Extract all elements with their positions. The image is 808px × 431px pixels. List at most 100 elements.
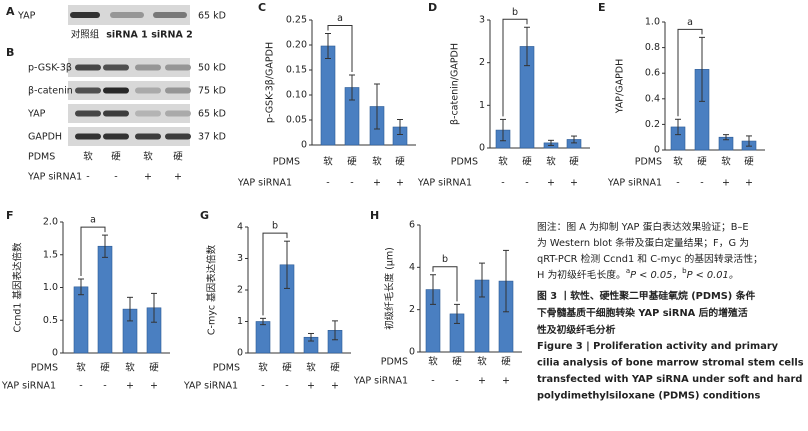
condition: - bbox=[455, 376, 458, 387]
x-tick-label: 软 bbox=[372, 156, 382, 168]
x-tick-label: 硬 bbox=[282, 363, 292, 374]
row-label: YAP siRNA1 bbox=[237, 178, 292, 189]
row-label: YAP siRNA1 bbox=[183, 381, 238, 392]
band bbox=[135, 110, 161, 117]
error-bar bbox=[325, 33, 331, 59]
significance-bracket bbox=[80, 226, 106, 276]
blot-label: p-GSK-3β bbox=[28, 63, 72, 74]
condition: + bbox=[502, 376, 510, 387]
band bbox=[165, 64, 191, 71]
x-tick-label: 软 bbox=[721, 156, 731, 168]
x-tick-label: 硬 bbox=[697, 157, 707, 168]
caption-title: 性及初级纤毛分析 bbox=[537, 323, 616, 336]
caption-part: H 为初级纤毛长度。 bbox=[537, 268, 626, 281]
y-tick-label: 0 bbox=[237, 348, 243, 359]
condition: + bbox=[331, 381, 339, 392]
y-tick-label: 0 bbox=[409, 347, 415, 358]
x-tick-label: 硬 bbox=[347, 157, 357, 168]
y-tick-label: 0.4 bbox=[645, 93, 660, 104]
significance-bracket bbox=[262, 232, 288, 316]
error-bar bbox=[102, 234, 108, 258]
band bbox=[75, 133, 101, 140]
x-tick-label: 软 bbox=[306, 362, 316, 374]
condition: + bbox=[722, 178, 730, 189]
error-bar bbox=[308, 332, 314, 342]
condition: - bbox=[700, 178, 703, 189]
panel-letter: H bbox=[370, 209, 379, 222]
band bbox=[165, 133, 191, 140]
row-label: PDMS bbox=[451, 157, 478, 168]
condition: 软 bbox=[143, 151, 153, 163]
y-tick-label: 0.6 bbox=[645, 68, 660, 79]
row-label: YAP siRNA1 bbox=[607, 178, 662, 189]
blot-size: 75 kD bbox=[198, 86, 226, 97]
panel-letter: F bbox=[6, 209, 14, 222]
x-tick-label: 硬 bbox=[522, 157, 532, 168]
x-tick-label: 软 bbox=[673, 156, 683, 168]
caption-title: cilia analysis of bone marrow stromal st… bbox=[537, 358, 804, 369]
significance-label: b bbox=[512, 7, 518, 18]
significance-label: b bbox=[442, 254, 448, 265]
y-tick-label: 0.25 bbox=[286, 15, 307, 26]
bar bbox=[73, 286, 89, 354]
error-bar bbox=[723, 134, 729, 141]
caption-title: 图 3 丨软性、硬性聚二甲基硅氧烷 (PDMS) 条件 bbox=[537, 289, 755, 302]
condition: - bbox=[350, 178, 353, 189]
y-tick-label: 2 bbox=[479, 57, 485, 68]
y-tick-label: 0.2 bbox=[645, 119, 660, 130]
condition: - bbox=[261, 381, 264, 392]
x-tick-label: 软 bbox=[76, 362, 86, 374]
band bbox=[70, 12, 100, 18]
caption-title: polydimethylsiloxane (PDMS) conditions bbox=[537, 391, 760, 402]
condition: + bbox=[478, 376, 486, 387]
panel-letter: E bbox=[598, 1, 606, 14]
y-axis-label: 初级纤毛长度 (μm) bbox=[384, 247, 396, 330]
x-tick-label: 硬 bbox=[452, 357, 462, 368]
y-tick-label: 2 bbox=[237, 285, 243, 296]
condition: + bbox=[307, 381, 315, 392]
row-label: PDMS bbox=[381, 357, 408, 368]
y-tick-label: 2.0 bbox=[43, 217, 58, 228]
x-tick-label: 硬 bbox=[330, 363, 340, 374]
caption-line: qRT-PCR 检测 Ccnd1 和 C-myc 的基因转录活性； bbox=[537, 252, 763, 265]
band bbox=[165, 110, 191, 117]
condition: - bbox=[676, 178, 679, 189]
condition: - bbox=[501, 178, 504, 189]
row-label: PDMS bbox=[635, 157, 662, 168]
x-tick-label: 硬 bbox=[569, 157, 579, 168]
caption-line: 图注：图 A 为抑制 YAP 蛋白表达效果验证；B–E bbox=[537, 220, 749, 233]
y-axis-label: C-myc 基因表达倍数 bbox=[206, 244, 218, 335]
y-tick-label: 6 bbox=[409, 220, 415, 231]
error-bar bbox=[127, 296, 133, 322]
error-bar bbox=[503, 249, 509, 313]
error-bar bbox=[548, 139, 554, 146]
x-tick-label: 软 bbox=[498, 156, 508, 168]
x-tick-label: 软 bbox=[258, 362, 268, 374]
error-bar bbox=[78, 278, 84, 296]
y-tick-label: 3 bbox=[237, 253, 243, 264]
y-tick-label: 1.0 bbox=[43, 282, 58, 293]
error-bar bbox=[349, 74, 355, 101]
condition: + bbox=[144, 172, 152, 183]
blot-size: 65 kD bbox=[198, 11, 226, 22]
caption-title: transfected with YAP siRNA under soft an… bbox=[537, 374, 802, 385]
y-tick-label: 0.20 bbox=[286, 40, 307, 51]
error-bar bbox=[675, 118, 681, 136]
y-tick-label: 0.05 bbox=[286, 115, 307, 126]
y-axis-label: Ccnd1 基因表达倍数 bbox=[12, 242, 24, 332]
error-bar bbox=[430, 274, 436, 305]
y-tick-label: 1 bbox=[479, 100, 485, 111]
condition: + bbox=[570, 178, 578, 189]
condition: - bbox=[79, 381, 82, 392]
significance-bracket bbox=[677, 28, 703, 117]
row-label: YAP siRNA1 bbox=[417, 178, 472, 189]
row-label: YAP siRNA1 bbox=[1, 381, 56, 392]
y-axis-label: YAP/GAPDH bbox=[615, 59, 626, 115]
band bbox=[135, 64, 161, 71]
condition: - bbox=[86, 172, 89, 183]
x-tick-label: 硬 bbox=[501, 357, 511, 368]
blot-size: 50 kD bbox=[198, 63, 226, 74]
row-label: YAP siRNA1 bbox=[27, 172, 82, 183]
y-tick-label: 1.0 bbox=[645, 17, 660, 28]
